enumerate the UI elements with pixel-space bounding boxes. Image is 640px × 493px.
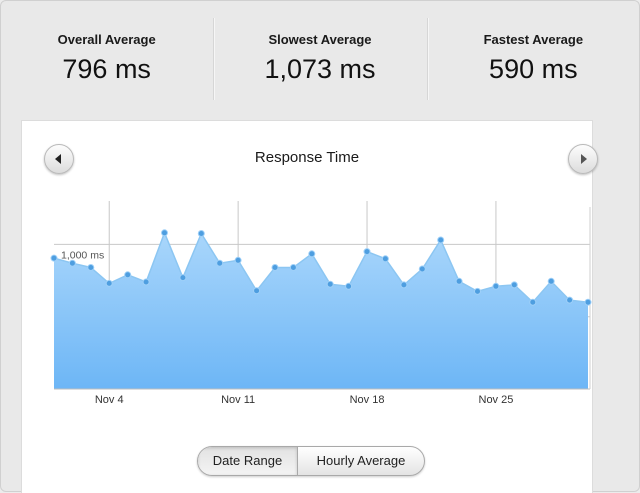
x-tick-label: Nov 4 [95,394,124,406]
stats-bar: Overall Average 796 ms Slowest Average 1… [0,0,640,118]
data-point [253,287,261,295]
data-point [216,259,224,267]
data-point [197,230,205,237]
triangle-left-icon [55,154,61,164]
previous-button[interactable] [44,144,74,174]
response-time-chart: 1,000 ms Nov 4 Nov 11 Nov 18 Nov 25 [50,201,592,406]
data-point [124,271,132,279]
data-point [529,298,537,306]
x-tick-label: Nov 25 [479,394,514,406]
data-point [50,254,58,262]
slowest-average-stat: Slowest Average 1,073 ms [213,0,426,118]
triangle-right-icon [581,154,587,164]
data-point [510,281,518,289]
stat-label: Fastest Average [483,32,584,47]
fastest-average-stat: Fastest Average 590 ms [426,0,640,118]
data-point [68,259,76,267]
stat-value: 796 ms [62,54,151,84]
hourly-average-toggle[interactable]: Hourly Average [316,453,406,468]
data-point [105,279,113,287]
chart-panel: 1,000 ms Nov 4 Nov 11 Nov 18 Nov 25 Response… [21,120,598,493]
data-point [566,296,574,304]
data-point [437,236,445,244]
data-point [234,256,242,264]
data-point [271,264,279,271]
data-point [400,281,408,289]
data-point [381,255,389,263]
data-point [345,282,353,290]
x-tick-label: Nov 18 [350,394,385,406]
data-point [87,264,95,271]
data-point [455,277,463,285]
data-point [161,229,168,237]
data-point [363,248,371,256]
x-tick-label: Nov 11 [221,394,255,406]
data-point [474,287,481,295]
data-point [308,250,316,258]
data-point [584,298,592,306]
stat-label: Overall Average [57,32,156,47]
overall-average-stat: Overall Average 796 ms [0,0,213,118]
data-point [326,280,334,288]
date-range-toggle[interactable]: Date Range [198,447,298,475]
data-point [492,282,500,290]
stat-label: Slowest Average [268,32,372,47]
stat-value: 590 ms [489,54,578,84]
data-point [179,274,187,282]
series-area [54,232,588,389]
data-point [289,264,297,271]
chart-title: Response Time [254,149,360,166]
view-toggle: Date Range Hourly Average [197,446,425,476]
next-button[interactable] [568,144,598,174]
y-tick-label: 1,000 ms [61,249,104,261]
stat-value: 1,073 ms [264,54,376,84]
data-point [418,265,426,273]
data-point [547,277,555,285]
data-point [142,278,150,286]
